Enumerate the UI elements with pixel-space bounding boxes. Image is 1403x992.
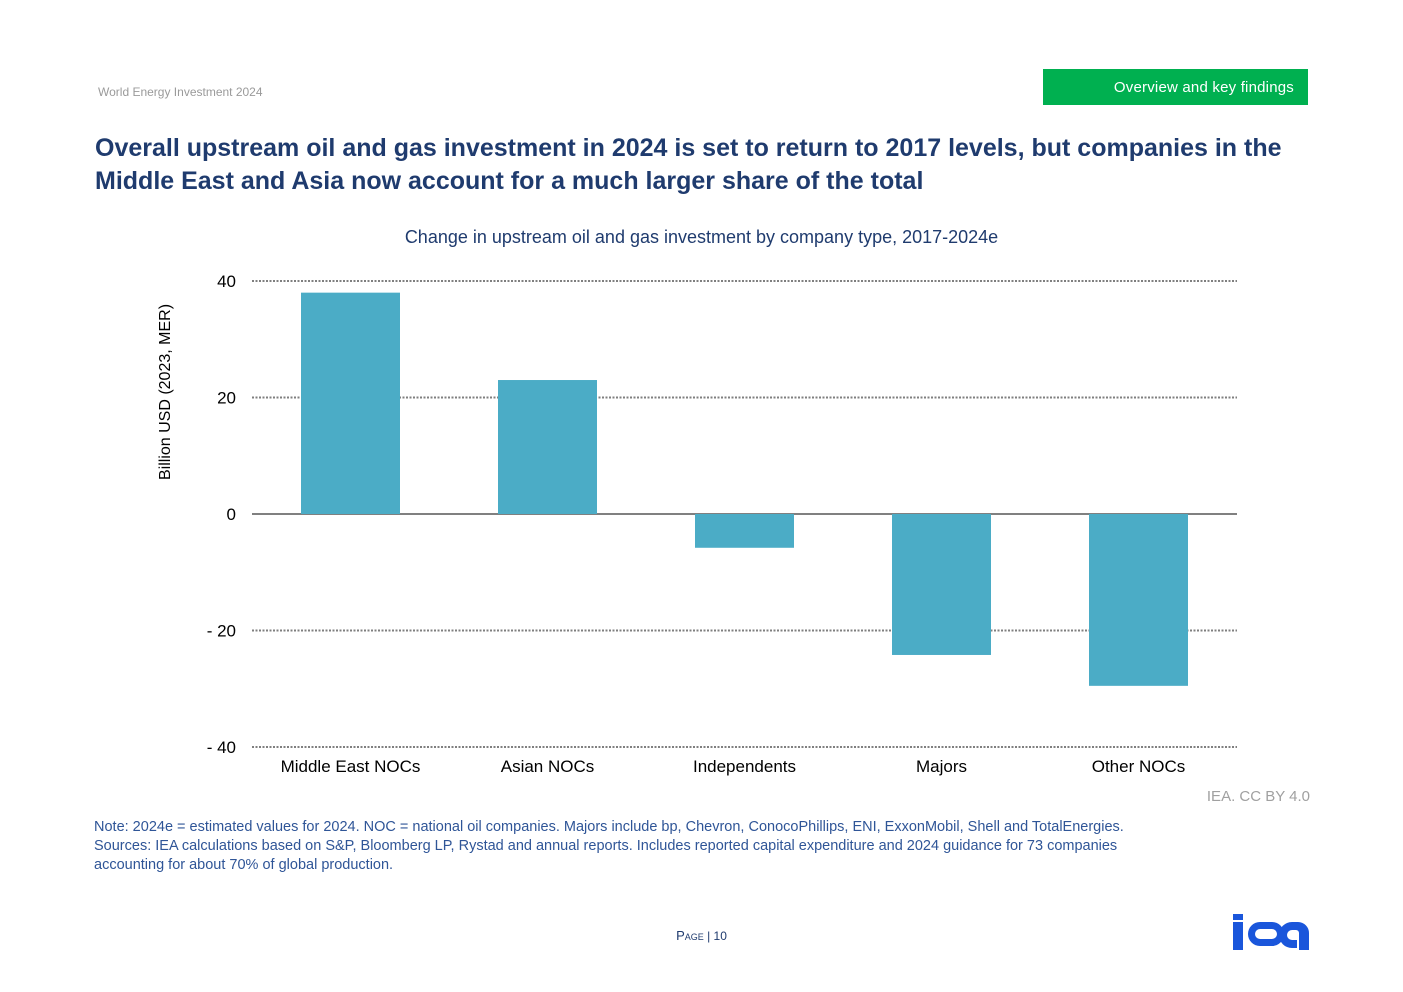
bar [301, 292, 400, 514]
note-line: accounting for about 70% of global produ… [94, 857, 394, 873]
bar [1089, 514, 1188, 686]
page-word: Page [676, 928, 704, 943]
chart-title: Change in upstream oil and gas investmen… [404, 227, 999, 247]
bar [892, 514, 991, 655]
y-tick-label: - 40 [207, 738, 236, 757]
credit-line: IEA. CC BY 4.0 [1206, 788, 1310, 805]
y-tick-label: 0 [227, 505, 236, 524]
y-axis-label: Billion USD (2023, MER) [157, 304, 174, 480]
section-tag[interactable]: Overview and key findings [1043, 69, 1308, 105]
publication-title: World Energy Investment 2024 [98, 85, 263, 99]
section-tag-label: Overview and key findings [1113, 78, 1294, 96]
y-tick-label: 40 [217, 272, 236, 291]
page-number: Page | 10 [0, 928, 1403, 943]
category-label: Other NOCs [1092, 757, 1186, 776]
chart-note: Note: 2024e = estimated values for 2024.… [94, 818, 1304, 875]
category-label: Majors [916, 757, 967, 776]
note-line: Note: 2024e = estimated values for 2024.… [94, 819, 1124, 835]
page-headline: Overall upstream oil and gas investment … [95, 134, 1282, 195]
page-number-value: | 10 [707, 929, 727, 943]
y-tick-label: - 20 [207, 622, 236, 641]
bar [498, 380, 597, 514]
category-label: Middle East NOCs [281, 757, 421, 776]
iea-logo[interactable]: iea [1232, 914, 1310, 952]
note-line: Sources: IEA calculations based on S&P, … [94, 838, 1118, 854]
y-tick-label: 20 [217, 389, 236, 408]
category-label: Asian NOCs [501, 757, 595, 776]
bar [695, 514, 794, 548]
category-label: Independents [693, 757, 796, 776]
